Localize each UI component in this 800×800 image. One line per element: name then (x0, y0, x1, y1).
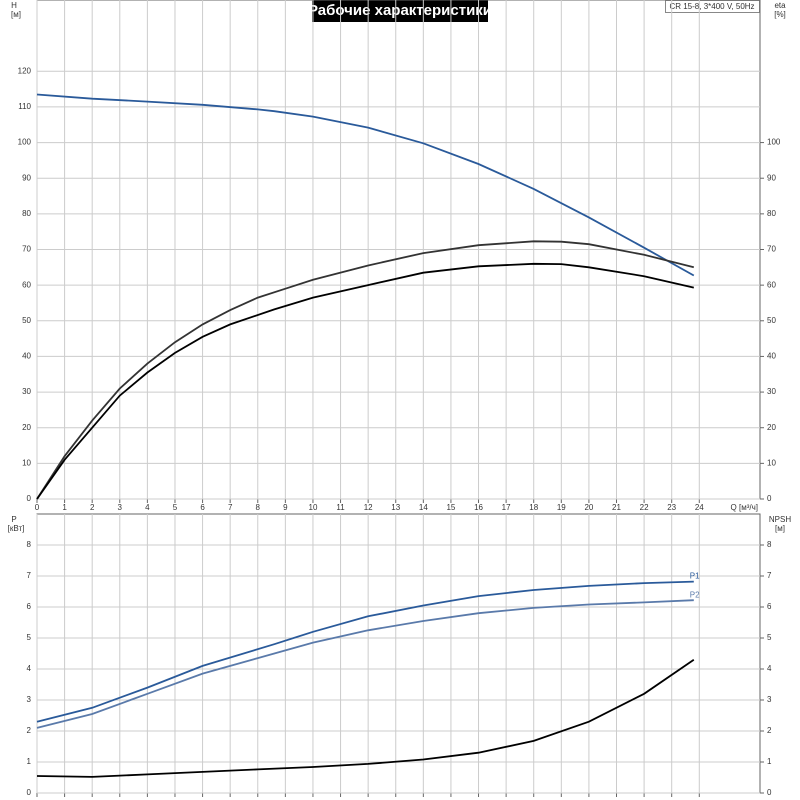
y-tick-label: 1 (27, 757, 32, 766)
x-tick-label: 4 (145, 503, 150, 512)
x-tick-label: 16 (474, 503, 483, 512)
curve (36, 580, 694, 723)
y2-tick-label: 90 (767, 173, 776, 182)
x-tick-label: 5 (173, 503, 178, 512)
y2-tick-label: 0 (767, 788, 772, 797)
y-axis-unit: [кВт] (8, 524, 25, 533)
y-tick-label: 6 (27, 602, 32, 611)
x-tick-label: 8 (256, 503, 261, 512)
y-tick-label: 40 (22, 352, 31, 361)
y-tick-label: 10 (22, 458, 31, 467)
y-tick-label: 2 (27, 726, 32, 735)
curve (36, 599, 694, 729)
y-tick-label: 5 (27, 633, 32, 642)
x-tick-label: 2 (90, 503, 95, 512)
x-axis-label: Q [м³/ч] (731, 503, 758, 512)
y2-tick-label: 8 (767, 540, 772, 549)
x-tick-label: 24 (695, 503, 704, 512)
y-tick-label: 8 (27, 540, 32, 549)
curve (36, 658, 695, 778)
y2-tick-label: 80 (767, 209, 776, 218)
y-tick-label: 100 (18, 138, 32, 147)
x-tick-label: 13 (391, 503, 400, 512)
y-tick-label: 30 (22, 387, 31, 396)
x-tick-label: 22 (640, 503, 649, 512)
y2-tick-label: 30 (767, 387, 776, 396)
y2-tick-label: 0 (767, 494, 772, 503)
y2-axis-unit: [%] (774, 10, 786, 19)
y2-tick-label: 60 (767, 280, 776, 289)
model-label: CR 15-8, 3*400 V, 50Hz (669, 2, 754, 11)
x-tick-label: 15 (446, 503, 455, 512)
y2-tick-label: 5 (767, 633, 772, 642)
title-box (312, 0, 488, 22)
y2-tick-label: 6 (767, 602, 772, 611)
y-tick-label: 120 (18, 66, 32, 75)
y2-tick-label: 10 (767, 458, 776, 467)
x-tick-label: 0 (35, 503, 40, 512)
curve-label: P2 (690, 590, 700, 599)
x-tick-label: 21 (612, 503, 621, 512)
y2-axis-label: eta (774, 1, 786, 10)
y2-tick-label: 2 (767, 726, 772, 735)
y2-tick-label: 50 (767, 316, 776, 325)
x-tick-label: 18 (529, 503, 538, 512)
x-tick-label: 11 (336, 503, 345, 512)
curve (36, 93, 695, 277)
x-tick-label: 20 (584, 503, 593, 512)
x-tick-label: 14 (419, 503, 428, 512)
x-tick-label: 7 (228, 503, 233, 512)
y-tick-label: 80 (22, 209, 31, 218)
x-tick-label: 9 (283, 503, 288, 512)
x-tick-label: 17 (502, 503, 511, 512)
curve-label: P1 (690, 572, 700, 581)
x-tick-label: 12 (364, 503, 373, 512)
y2-tick-label: 20 (767, 423, 776, 432)
curve (36, 240, 695, 500)
y-tick-label: 110 (18, 102, 31, 111)
y2-tick-label: 3 (767, 695, 772, 704)
y2-tick-label: 4 (767, 664, 772, 673)
y2-tick-label: 100 (767, 138, 781, 147)
y2-tick-label: 1 (767, 757, 772, 766)
x-tick-label: 6 (200, 503, 205, 512)
y2-axis-unit: [м] (775, 524, 785, 533)
curve (36, 262, 695, 500)
y-tick-label: 90 (22, 173, 31, 182)
y-tick-label: 0 (27, 494, 32, 503)
y-tick-label: 0 (27, 788, 32, 797)
y-tick-label: 50 (22, 316, 31, 325)
y-axis-label: H (11, 1, 17, 10)
y-axis-label: P (11, 515, 16, 524)
chart-title: Рабочие характеристики (308, 2, 492, 19)
x-tick-label: 3 (118, 503, 123, 512)
y-tick-label: 4 (27, 664, 32, 673)
y2-tick-label: 7 (767, 571, 772, 580)
x-tick-label: 19 (557, 503, 566, 512)
x-tick-label: 10 (309, 503, 318, 512)
x-tick-label: 23 (667, 503, 676, 512)
y2-tick-label: 40 (767, 352, 776, 361)
plot-area (36, 513, 761, 794)
y2-axis-label: NPSH (769, 515, 791, 524)
y-tick-label: 20 (22, 423, 31, 432)
y-tick-label: 7 (27, 571, 32, 580)
y-tick-label: 60 (22, 280, 31, 289)
y-tick-label: 70 (22, 245, 31, 254)
x-tick-label: 1 (62, 503, 67, 512)
y-axis-unit: [м] (11, 10, 21, 19)
y2-tick-label: 70 (767, 245, 776, 254)
y-tick-label: 3 (27, 695, 32, 704)
